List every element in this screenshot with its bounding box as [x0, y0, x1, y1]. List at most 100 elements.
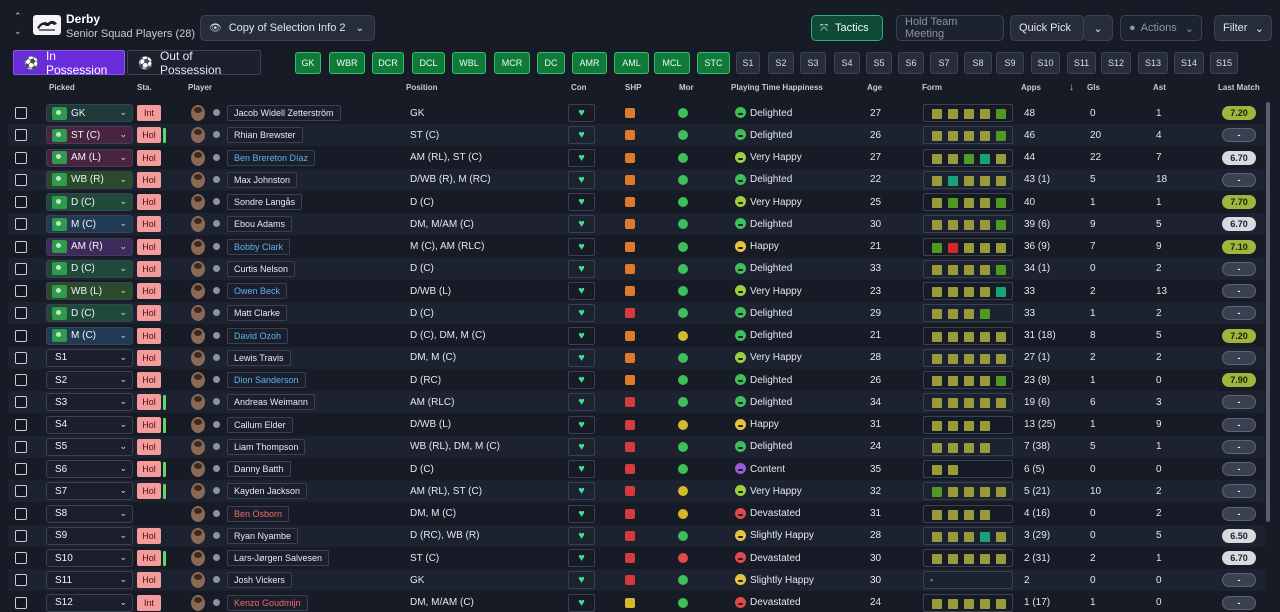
position-tab-dcl[interactable]: DCL	[412, 52, 445, 74]
select-checkbox[interactable]	[15, 329, 27, 342]
picked-dropdown[interactable]: S9 ⌄	[46, 526, 133, 545]
player-name-link[interactable]: Lars-Jørgen Salvesen	[227, 550, 330, 566]
player-name-link[interactable]: Owen Beck	[227, 283, 288, 299]
table-row[interactable]: ST (C) ⌄ Hol Rhian Brewster ST (C) ♥ Delighted…	[8, 124, 1265, 147]
status-badge[interactable]: Hol	[137, 149, 161, 166]
status-badge[interactable]: Hol	[137, 194, 161, 210]
position-tab-aml[interactable]: AML	[614, 52, 649, 74]
hold-team-meeting-button[interactable]: Hold Team Meeting	[896, 15, 1004, 41]
select-checkbox[interactable]	[15, 574, 27, 587]
picked-dropdown[interactable]: S6 ⌄	[46, 460, 133, 478]
select-checkbox[interactable]	[15, 596, 27, 609]
player-name-link[interactable]: Callum Elder	[227, 416, 293, 433]
col-gls[interactable]: Gls	[1087, 83, 1100, 92]
status-badge[interactable]: Hol	[137, 438, 161, 455]
position-tab-s2[interactable]: S2	[768, 52, 794, 74]
table-row[interactable]: D (C) ⌄ Hol Curtis Nelson D (C) ♥ Delighted 33 3…	[8, 257, 1265, 280]
picked-dropdown[interactable]: ST (C) ⌄	[46, 126, 133, 145]
select-checkbox[interactable]	[15, 552, 27, 564]
select-checkbox[interactable]	[15, 262, 27, 275]
select-checkbox[interactable]	[15, 151, 27, 164]
position-tab-s14[interactable]: S14	[1174, 52, 1204, 74]
select-checkbox[interactable]	[15, 173, 27, 186]
position-tab-mcl[interactable]: MCL	[654, 52, 690, 74]
table-row[interactable]: S6 ⌄ Hol Danny Batth D (C) ♥ Content 35 6 (5) 0 0 -	[8, 458, 1265, 480]
out-of-possession-tab[interactable]: ⚽ Out of Possession	[127, 49, 261, 77]
position-tab-s1[interactable]: S1	[736, 52, 760, 74]
select-checkbox[interactable]	[15, 507, 27, 520]
col-happiness[interactable]: Playing Time Happiness	[731, 83, 823, 92]
table-row[interactable]: D (C) ⌄ Hol Matt Clarke D (C) ♥ Delighted 29 33 1…	[8, 302, 1265, 325]
status-badge[interactable]: Hol	[137, 127, 161, 144]
quick-pick-button[interactable]: Quick Pick	[1010, 15, 1084, 41]
status-badge[interactable]: Hol	[137, 527, 161, 544]
position-tab-s6[interactable]: S6	[898, 52, 924, 74]
status-badge[interactable]: Int	[137, 105, 161, 121]
position-tab-s5[interactable]: S5	[866, 52, 892, 74]
select-checkbox[interactable]	[15, 218, 27, 231]
table-row[interactable]: S4 ⌄ Hol Callum Elder D/WB (L) ♥ Happy 31 13 (25…	[8, 414, 1265, 436]
table-row[interactable]: S12 ⌄ Int Kenzo Goudmijn DM, M/AM (C) ♥ Devast…	[8, 592, 1265, 612]
position-tab-dcr[interactable]: DCR	[372, 52, 404, 74]
player-name-link[interactable]: David Ozoh	[227, 327, 289, 344]
position-tab-s7[interactable]: S7	[930, 52, 958, 74]
table-row[interactable]: WB (R) ⌄ Hol Max Johnston D/WB (R), M (RC) ♥ D…	[8, 168, 1265, 191]
col-con[interactable]: Con	[571, 83, 587, 92]
picked-dropdown[interactable]: S8 ⌄	[46, 504, 133, 523]
col-picked[interactable]: Picked	[49, 83, 75, 92]
position-tab-stc[interactable]: STC	[697, 52, 730, 74]
table-row[interactable]: AM (R) ⌄ Hol Bobby Clark M (C), AM (RLC) ♥ Hap…	[8, 236, 1265, 258]
in-possession-tab[interactable]: ⚽ In Possession	[13, 49, 125, 77]
position-tab-s3[interactable]: S3	[800, 52, 826, 74]
picked-dropdown[interactable]: AM (L) ⌄	[46, 148, 133, 167]
col-player[interactable]: Player	[188, 83, 213, 92]
player-name-link[interactable]: Liam Thompson	[227, 438, 306, 455]
col-position[interactable]: Position	[406, 83, 438, 92]
view-selector[interactable]: 👁 Copy of Selection Info 2 ⌄	[200, 15, 375, 41]
picked-dropdown[interactable]: D (C) ⌄	[46, 259, 133, 278]
select-checkbox[interactable]	[15, 196, 27, 208]
status-badge[interactable]: Hol	[137, 238, 161, 255]
table-row[interactable]: S2 ⌄ Hol Dion Sanderson D (RC) ♥ Delighted 26 23…	[8, 369, 1265, 391]
col-last-match[interactable]: Last Match	[1218, 83, 1260, 92]
table-row[interactable]: S1 ⌄ Hol Lewis Travis DM, M (C) ♥ Very Happy 28…	[8, 346, 1265, 369]
picked-dropdown[interactable]: WB (R) ⌄	[46, 170, 133, 189]
player-name-link[interactable]: Max Johnston	[227, 171, 298, 188]
col-mor[interactable]: Mor	[679, 83, 694, 92]
picked-dropdown[interactable]: D (C) ⌄	[46, 193, 133, 211]
player-name-link[interactable]: Dion Sanderson	[227, 372, 306, 388]
sort-desc-icon[interactable]: ↓	[1069, 82, 1074, 93]
col-apps[interactable]: Apps	[1021, 83, 1041, 92]
select-checkbox[interactable]	[15, 463, 27, 475]
scrollbar[interactable]	[1266, 102, 1270, 522]
select-checkbox[interactable]	[15, 529, 27, 542]
table-row[interactable]: S11 ⌄ Hol Josh Vickers GK ♥ Slightly Happy 30 - 2…	[8, 569, 1265, 592]
picked-dropdown[interactable]: S11 ⌄	[46, 571, 133, 590]
player-name-link[interactable]: Curtis Nelson	[227, 260, 296, 277]
picked-dropdown[interactable]: GK ⌄	[46, 104, 133, 122]
status-badge[interactable]: Hol	[137, 171, 161, 188]
col-shp[interactable]: SHP	[625, 83, 642, 92]
select-checkbox[interactable]	[15, 285, 27, 297]
player-name-link[interactable]: Danny Batth	[227, 461, 291, 477]
status-badge[interactable]: Hol	[137, 461, 161, 477]
picked-dropdown[interactable]: WB (L) ⌄	[46, 282, 133, 300]
table-row[interactable]: S8 ⌄ Ben Osborn DM, M (C) ♥ Devastated 31 4 (16…	[8, 503, 1265, 525]
col-age[interactable]: Age	[867, 83, 883, 92]
position-tab-s12[interactable]: S12	[1101, 52, 1131, 74]
table-row[interactable]: S3 ⌄ Hol Andreas Weimann AM (RLC) ♥ Delighted 3…	[8, 391, 1265, 414]
select-checkbox[interactable]	[15, 129, 27, 142]
table-row[interactable]: AM (L) ⌄ Hol Ben Brereton Díaz AM (RL), ST (…	[8, 147, 1265, 169]
select-checkbox[interactable]	[15, 374, 27, 386]
player-name-link[interactable]: Lewis Travis	[227, 349, 291, 366]
player-name-link[interactable]: Rhian Brewster	[227, 127, 303, 144]
status-badge[interactable]: Hol	[137, 260, 161, 277]
player-name-link[interactable]: Ryan Nyambe	[227, 527, 299, 544]
actions-button[interactable]: ● Actions ⌄	[1120, 15, 1202, 41]
status-badge[interactable]: Hol	[137, 416, 161, 433]
position-tab-wbl[interactable]: WBL	[452, 52, 486, 74]
player-name-link[interactable]: Kayden Jackson	[227, 483, 308, 500]
player-name-link[interactable]: Sondre Langås	[227, 194, 303, 210]
position-tab-s11[interactable]: S11	[1067, 52, 1096, 74]
picked-dropdown[interactable]: D (C) ⌄	[46, 304, 133, 323]
